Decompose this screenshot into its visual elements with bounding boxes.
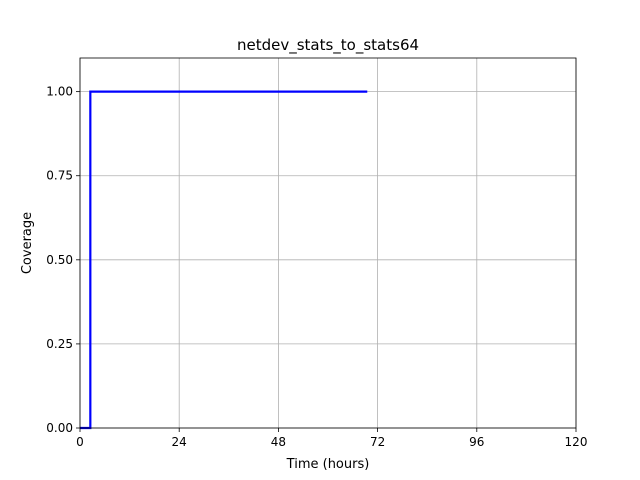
x-axis-label: Time (hours) xyxy=(286,457,370,472)
x-tick-label: 48 xyxy=(271,435,286,449)
x-tick-label: 0 xyxy=(76,435,84,449)
plot-area-background xyxy=(80,58,576,428)
y-tick-label: 0.75 xyxy=(46,169,73,183)
y-tick-label: 0.50 xyxy=(46,253,73,267)
x-tick-label: 120 xyxy=(565,435,588,449)
tick-layer: 0 24 48 72 96 120 0.00 0.25 0.50 0.75 1.00 xyxy=(46,85,587,449)
x-tick-label: 24 xyxy=(172,435,187,449)
x-tick-label: 72 xyxy=(370,435,385,449)
x-tick-label: 96 xyxy=(469,435,484,449)
y-tick-label: 0.25 xyxy=(46,337,73,351)
y-tick-label: 0.00 xyxy=(46,421,73,435)
y-tick-label: 1.00 xyxy=(46,85,73,99)
chart-title: netdev_stats_to_stats64 xyxy=(237,36,419,55)
y-axis-label: Coverage xyxy=(20,212,35,274)
axes-frame xyxy=(79,57,577,429)
